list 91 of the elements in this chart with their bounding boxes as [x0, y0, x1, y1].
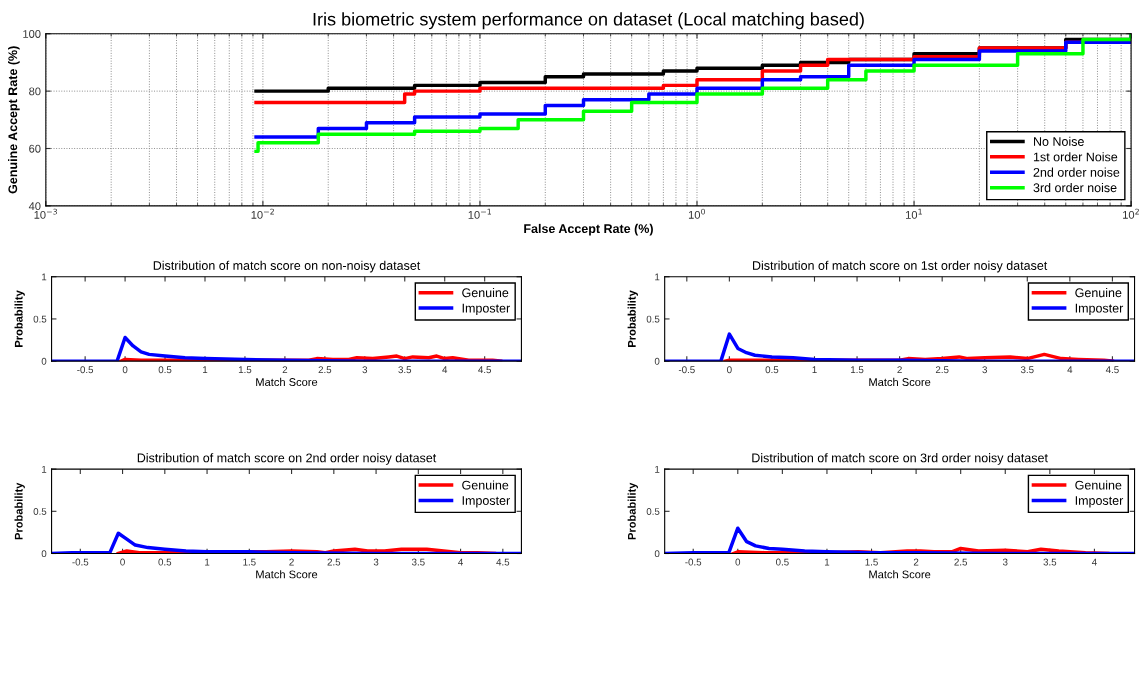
x-tick-label: 1	[205, 558, 210, 566]
x-tick-label: 10$^{2}$	[1123, 208, 1139, 219]
y-axis-title: Probability	[14, 290, 25, 347]
x-tick-label: 0	[735, 558, 741, 566]
y-tick-label: 1	[655, 465, 660, 473]
y-tick-label: 1	[42, 465, 47, 473]
x-tick-label: 3	[1002, 558, 1008, 566]
x-tick-label: 2	[913, 558, 919, 566]
chart-title: Distribution of match score on non-noisy dataset	[153, 260, 421, 273]
y-tick-label: 60	[29, 144, 41, 153]
x-tick-label: 4	[1067, 366, 1073, 374]
chart-title: Distribution of match score on 2nd order noisy dataset	[137, 453, 437, 465]
x-tick-label: 2.5	[318, 366, 332, 374]
x-tick-label: -0.5	[72, 558, 89, 566]
x-tick-label: 4.5	[478, 366, 492, 374]
y-tick-label: 40	[28, 202, 41, 211]
x-axis-title: Match Score	[256, 377, 318, 386]
y-axis-title: Genuine Accept Rate (%)	[8, 46, 20, 194]
x-tick-label: 2	[897, 366, 902, 374]
y-tick-label: 100	[23, 30, 41, 38]
y-axis-title: Probability	[627, 290, 638, 347]
x-tick-label: 3	[373, 558, 379, 566]
x-axis-title: Match Score	[869, 377, 931, 386]
x-tick-label: 4.5	[1105, 366, 1119, 374]
x-tick-label: 3	[362, 366, 368, 374]
legend-label: Imposter	[1075, 303, 1124, 316]
legend-label: Imposter	[462, 303, 510, 316]
x-tick-label: 3	[982, 366, 988, 374]
x-tick-label: -0.5	[678, 366, 695, 374]
x-tick-label: 10$^{−2}$	[251, 208, 274, 219]
x-tick-label: 3.5	[398, 366, 412, 374]
x-tick-label: 4.5	[496, 558, 510, 566]
legend-label: Genuine	[462, 288, 509, 298]
legend-label: Genuine	[1075, 480, 1122, 490]
y-tick-label: 0.5	[646, 315, 660, 323]
legend-label: 3rd order noise	[1033, 182, 1117, 193]
x-tick-label: 3.5	[1020, 366, 1034, 374]
x-tick-label: 0	[122, 366, 128, 374]
legend-label: 1st order Noise	[1033, 152, 1118, 162]
x-axis-title: Match Score	[256, 570, 318, 579]
y-tick-label: 1	[42, 273, 47, 281]
x-tick-label: 4	[442, 366, 448, 374]
x-tick-label: 0.5	[775, 558, 789, 566]
y-axis-title: Probability	[14, 482, 25, 540]
x-tick-label: 2	[282, 366, 288, 374]
x-tick-label: 10$^{0}$	[688, 208, 706, 219]
x-tick-label: 3.5	[1043, 558, 1057, 566]
x-tick-label: 0	[727, 366, 732, 374]
y-tick-label: 0.5	[33, 315, 47, 323]
y-tick-label: 0	[654, 550, 660, 558]
x-tick-label: -0.5	[77, 366, 94, 374]
y-tick-label: 0	[654, 357, 660, 365]
x-tick-label: 2.5	[954, 558, 968, 566]
x-tick-label: 2.5	[935, 366, 949, 374]
x-tick-label: 1.5	[851, 366, 864, 374]
chart-title: Distribution of match score on 1st order noisy dataset	[753, 260, 1048, 273]
x-tick-label: 1	[824, 558, 830, 566]
x-tick-label: 1.5	[865, 558, 878, 566]
x-axis-title: Match Score	[869, 570, 931, 579]
legend-label: Genuine	[462, 480, 509, 490]
legend-label: Imposter	[1075, 496, 1124, 508]
legend-label: 2nd order noise	[1033, 167, 1120, 177]
legend-label: Genuine	[1075, 288, 1122, 298]
y-axis-title: Probability	[627, 482, 638, 540]
legend-label: No Noise	[1034, 136, 1084, 146]
x-tick-label: 2	[289, 558, 294, 566]
x-tick-label: 0.5	[158, 558, 172, 566]
x-tick-label: 1	[812, 366, 817, 374]
chart-title: Distribution of match score on 3rd order noisy dataset	[752, 453, 1048, 465]
x-tick-label: 4	[1091, 558, 1097, 566]
x-tick-label: 1	[203, 366, 208, 374]
y-tick-label: 80	[29, 87, 41, 96]
y-tick-label: 0	[41, 550, 47, 558]
x-tick-label: 0.5	[158, 366, 172, 374]
y-tick-label: 0	[41, 357, 47, 365]
x-tick-label: 3.5	[411, 558, 425, 566]
legend-label: Imposter	[462, 496, 510, 508]
x-tick-label: 0.5	[765, 366, 779, 374]
x-tick-label: 4	[458, 558, 463, 566]
x-axis-title: False Accept Rate (%)	[524, 223, 653, 236]
x-tick-label: 1.5	[243, 558, 256, 566]
y-tick-label: 0.5	[33, 508, 47, 515]
x-tick-label: 1.5	[238, 366, 252, 374]
x-tick-label: 0	[120, 558, 125, 566]
x-tick-label: -0.5	[685, 558, 702, 566]
x-tick-label: 10$^{1}$	[906, 208, 922, 219]
chart-title: Iris biometric system performance on dataset (Local matching based)	[313, 12, 864, 30]
y-tick-label: 0.5	[646, 508, 660, 515]
y-tick-label: 1	[655, 273, 660, 281]
x-tick-label: 10$^{−1}$	[468, 208, 491, 219]
x-tick-label: 2.5	[327, 558, 341, 566]
